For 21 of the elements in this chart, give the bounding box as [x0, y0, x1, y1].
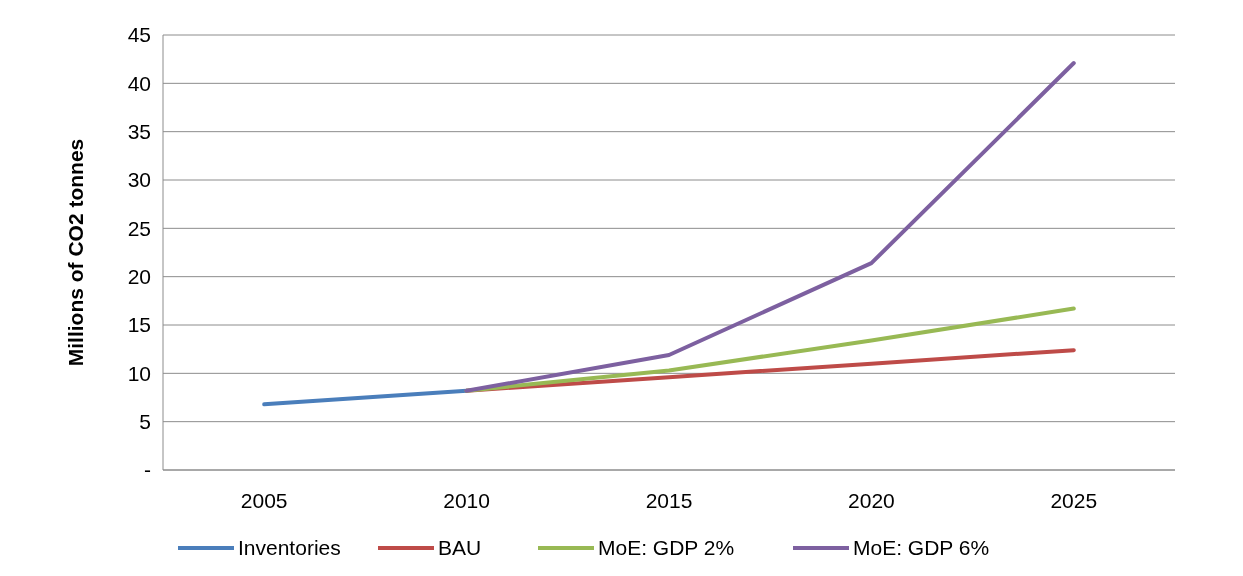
- y-tick-label: 25: [127, 216, 151, 240]
- legend-label: MoE: GDP 2%: [598, 536, 735, 560]
- y-tick-label: 10: [127, 361, 151, 385]
- x-tick-label: 2025: [1050, 489, 1098, 512]
- y-axis-title: Millions of CO2 tonnes: [64, 138, 87, 367]
- y-tick-label: 45: [127, 23, 151, 47]
- y-tick-label: 40: [127, 71, 151, 95]
- y-tick-label: 15: [127, 313, 151, 337]
- y-tick-label: -: [144, 458, 151, 482]
- line-series: [464, 61, 1076, 393]
- x-tick-label: 2020: [848, 489, 895, 512]
- y-tick-label: 35: [127, 120, 151, 144]
- x-tick-label: 2015: [645, 489, 693, 512]
- legend-label: Inventories: [238, 536, 341, 560]
- y-tick-label: 5: [139, 410, 151, 434]
- y-tick-label: 30: [127, 168, 151, 192]
- legend-label: MoE: GDP 6%: [853, 536, 990, 560]
- x-tick-label: 2010: [443, 489, 490, 512]
- y-tick-label: 20: [127, 265, 151, 289]
- x-tick-label: 2005: [240, 489, 288, 512]
- legend-label: BAU: [438, 536, 482, 560]
